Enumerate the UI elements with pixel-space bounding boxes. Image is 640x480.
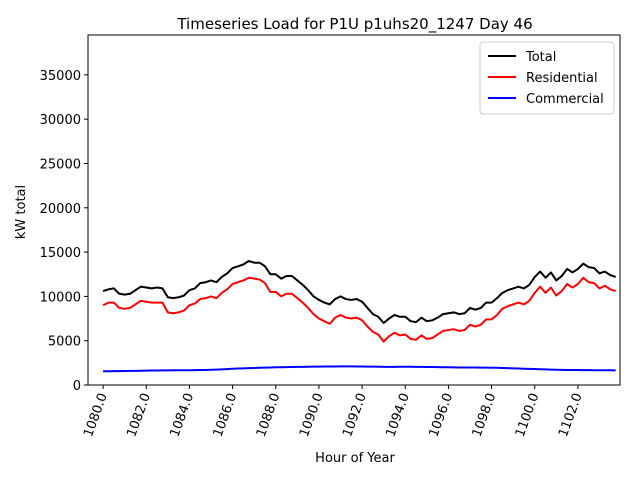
- x-tick-label: 1080.0: [81, 391, 111, 439]
- series-line-residential: [102, 276, 616, 343]
- legend-label-residential: Residential: [526, 71, 598, 86]
- legend-box: [479, 41, 615, 115]
- y-tick-label: 25000: [40, 157, 81, 172]
- x-tick-label: 1086.0: [211, 391, 241, 439]
- x-tick-label: 1088.0: [254, 391, 284, 439]
- legend-label-total: Total: [525, 50, 556, 65]
- x-tick-label: 1098.0: [470, 391, 500, 439]
- series-line-commercial: [103, 365, 616, 373]
- y-tick-label: 5000: [48, 335, 81, 350]
- x-tick-label: 1100.0: [513, 391, 543, 439]
- x-tick-label: 1096.0: [427, 391, 457, 439]
- x-tick-label: 1082.0: [124, 391, 154, 439]
- legend: Total Residential Commercial: [479, 41, 615, 115]
- series-line-total: [102, 259, 616, 324]
- x-axis-label: Hour of Year: [315, 451, 395, 466]
- y-tick-label: 0: [73, 379, 81, 394]
- y-tick-label: 10000: [40, 290, 81, 305]
- x-tick-label: 1084.0: [168, 391, 198, 439]
- y-tick-label: 20000: [40, 202, 81, 217]
- legend-label-commercial: Commercial: [526, 92, 604, 107]
- x-tick-label: 1090.0: [297, 391, 327, 439]
- x-tick-label: 1102.0: [556, 391, 586, 439]
- chart-title: Timeseries Load for P1U p1uhs20_1247 Day…: [176, 15, 532, 34]
- plot-frame: [87, 34, 621, 386]
- y-tick-label: 35000: [40, 69, 81, 84]
- y-tick-label: 15000: [40, 246, 81, 261]
- x-tick-label: 1092.0: [340, 391, 370, 439]
- y-tick-label: 30000: [40, 113, 81, 128]
- x-tick-label: 1094.0: [383, 391, 413, 439]
- y-axis-label: kW total: [14, 185, 29, 239]
